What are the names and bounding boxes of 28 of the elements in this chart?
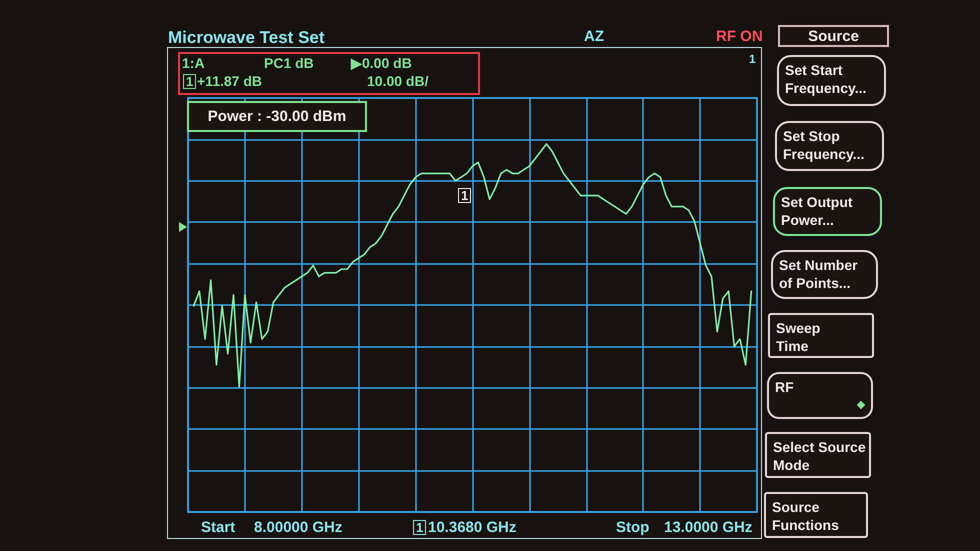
text: AZ bbox=[584, 28, 604, 45]
text: +11.87 dB bbox=[197, 73, 262, 89]
text: 8.00000 GHz bbox=[254, 519, 342, 536]
text: 13.0000 GHz bbox=[664, 519, 752, 536]
source-note: Source Functions bbox=[772, 498, 840, 534]
annotation: 1 bbox=[458, 188, 472, 203]
power-field: Power : -30.00 dBm bbox=[187, 101, 367, 132]
text: RF ON bbox=[716, 28, 763, 45]
softkey-button: Source Functions bbox=[764, 492, 868, 538]
menu-title-box: Source bbox=[778, 25, 889, 47]
softkey-button: Set Start Frequency... bbox=[777, 55, 886, 106]
text: Stop bbox=[616, 519, 650, 536]
text: 10.3680 GHz bbox=[428, 519, 516, 536]
text: 10.00 dB/ bbox=[367, 73, 428, 89]
text: 1 bbox=[413, 520, 426, 535]
text: PC1 dB bbox=[264, 55, 314, 71]
text: Start bbox=[201, 519, 236, 536]
softkey-button: Set Number of Points... bbox=[771, 250, 878, 299]
softkey-button: Select Source Mode bbox=[765, 432, 871, 478]
softkey-button: Set Stop Frequency... bbox=[775, 121, 884, 171]
text: 1 bbox=[749, 52, 756, 66]
softkey-button: RF bbox=[767, 372, 873, 419]
softkey-button: Sweep Time bbox=[768, 313, 874, 358]
text: 1 bbox=[183, 74, 196, 89]
text: ▶0.00 dB bbox=[351, 55, 412, 71]
text: 1:A bbox=[182, 55, 205, 71]
softkey-button: Set Output Power... bbox=[773, 187, 882, 236]
chart-title: Microwave Test Set bbox=[168, 28, 325, 47]
